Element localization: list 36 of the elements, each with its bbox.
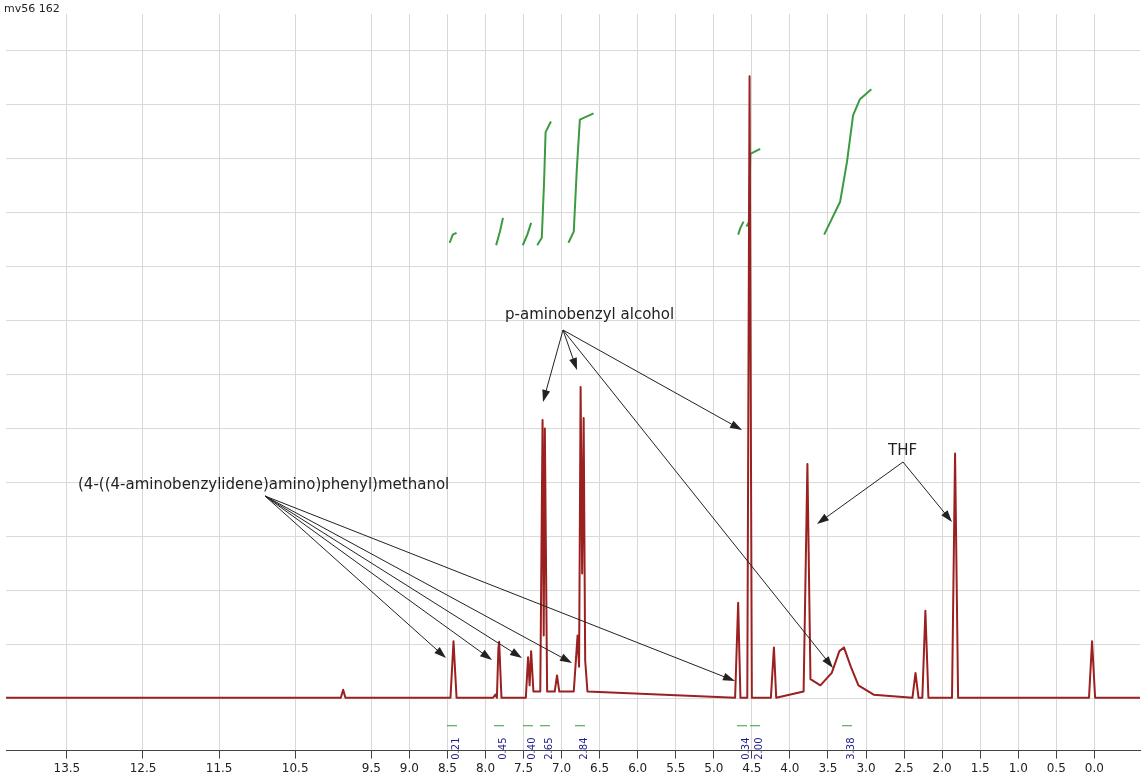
text: 0.40	[525, 737, 537, 760]
text: 2.65	[542, 737, 554, 760]
x-tick-label: 6.5	[590, 760, 610, 775]
text: 2.00	[752, 737, 764, 760]
x-tick-label: 10.5	[281, 760, 309, 775]
x-tick-label: 5.0	[704, 760, 724, 775]
text: 3.38	[844, 737, 856, 760]
x-tick-label: 1.5	[970, 760, 990, 775]
x-tick-label: 7.0	[552, 760, 572, 775]
x-tick-label: 0.5	[1046, 760, 1066, 775]
text: 0.34	[739, 737, 751, 760]
x-tick-label: 1.0	[1008, 760, 1028, 775]
chart-title: mv56 162	[4, 2, 60, 15]
x-tick-label: 11.5	[205, 760, 233, 775]
text: 0.45	[496, 737, 508, 760]
x-tick-label: 0.0	[1084, 760, 1104, 775]
x-tick-label: 9.5	[361, 760, 381, 775]
x-tick-label: 5.5	[666, 760, 686, 775]
x-tick-label: 6.0	[628, 760, 648, 775]
x-tick-label: 7.5	[513, 760, 534, 775]
annotation: p-aminobenzyl alcohol	[505, 305, 675, 323]
x-tick-label: 4.5	[742, 760, 762, 775]
annotation: (4-((4-aminobenzylidene)amino)phenyl)methanol	[78, 475, 450, 493]
x-tick-label: 3.5	[818, 760, 838, 775]
annotation: THF	[888, 441, 918, 459]
text: 0.21	[449, 737, 461, 760]
x-tick-label: 2.0	[932, 760, 952, 775]
x-tick-label: 2.5	[894, 760, 914, 775]
x-tick-label: 8.0	[475, 760, 496, 775]
x-tick-label: 9.0	[399, 760, 419, 775]
x-tick-label: 8.5	[437, 760, 457, 775]
x-tick-label: 4.0	[780, 760, 800, 775]
x-tick-label: 13.5	[53, 760, 81, 775]
x-tick-label: 3.0	[856, 760, 876, 775]
text: 2.84	[577, 737, 589, 760]
x-tick-label: 12.5	[129, 760, 157, 775]
